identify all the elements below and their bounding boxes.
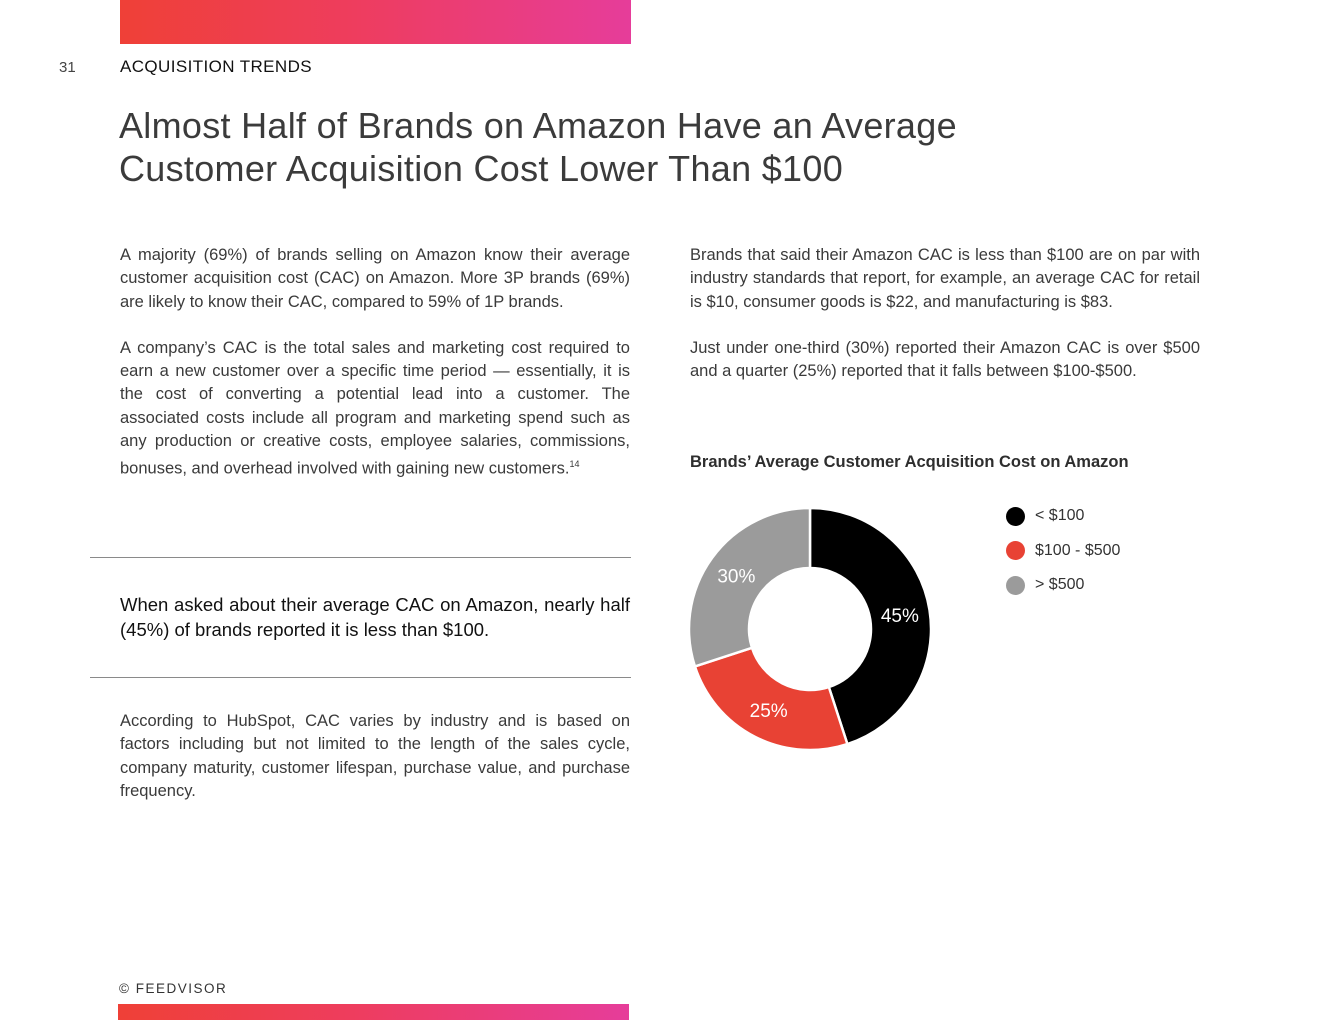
legend-swatch-1 (1006, 506, 1025, 526)
donut-slice-1 (808, 506, 933, 746)
chart-legend: < $100 $100 - $500 > $500 (1006, 506, 1120, 610)
bottom-accent-bar (118, 1004, 629, 1020)
title-line-2: Customer Acquisition Cost Lower Than $10… (119, 148, 844, 189)
legend-label-2: $100 - $500 (1035, 541, 1121, 559)
legend-swatch-2 (1006, 541, 1025, 560)
left-column: A majority (69%) of brands selling on Am… (120, 244, 630, 504)
callout-text: When asked about their average CAC on Am… (120, 594, 630, 640)
legend-item-3: > $500 (1006, 575, 1120, 595)
body-paragraph-2: A company’s CAC is the total sales and m… (120, 337, 630, 481)
right-column: Brands that said their Amazon CAC is les… (690, 244, 1200, 406)
legend-label-3: > $500 (1035, 576, 1085, 593)
chart-title: Brands’ Average Customer Acquisition Cos… (690, 453, 1129, 471)
donut-slice-2 (693, 646, 849, 752)
top-accent-bar (120, 0, 631, 44)
callout-top-divider (90, 557, 631, 558)
donut-slice-3 (687, 506, 812, 668)
donut-label-1: 45% (881, 606, 919, 627)
page-number: 31 (59, 59, 76, 76)
body-paragraph-2-text: A company’s CAC is the total sales and m… (120, 338, 630, 478)
legend-item-1: < $100 (1006, 506, 1120, 526)
title-line-1: Almost Half of Brands on Amazon Have an … (119, 105, 957, 146)
right-paragraph-1: Brands that said their Amazon CAC is les… (690, 246, 1200, 311)
donut-label-3: 30% (717, 567, 755, 588)
donut-chart: 45% 25% 30% (687, 506, 933, 752)
callout-bottom-divider (90, 677, 631, 678)
footnote-marker: 14 (569, 459, 580, 470)
legend-label-1: < $100 (1035, 507, 1085, 524)
legend-item-2: $100 - $500 (1006, 541, 1120, 561)
right-paragraph-2: Just under one-third (30%) reported thei… (690, 338, 1200, 381)
section-heading: ACQUISITION TRENDS (120, 57, 313, 76)
legend-swatch-3 (1006, 575, 1025, 595)
footer-copyright: © FEEDVISOR (119, 981, 228, 996)
body-paragraph-3: According to HubSpot, CAC varies by indu… (120, 712, 630, 800)
donut-label-2: 25% (750, 701, 788, 722)
page-title: Almost Half of Brands on Amazon Have an … (119, 104, 1019, 190)
body-paragraph-1: A majority (69%) of brands selling on Am… (120, 246, 630, 311)
